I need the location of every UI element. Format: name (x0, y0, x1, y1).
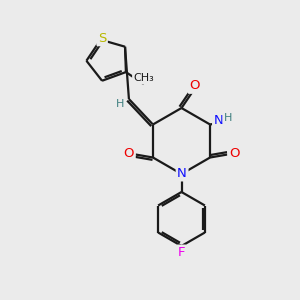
Text: H: H (116, 99, 124, 110)
Text: N: N (214, 114, 224, 128)
Text: N: N (177, 167, 187, 180)
Text: CH₃: CH₃ (134, 73, 154, 83)
Text: O: O (229, 146, 239, 160)
Text: H: H (224, 113, 232, 123)
Text: F: F (178, 246, 185, 259)
Text: S: S (98, 32, 106, 45)
Text: O: O (124, 146, 134, 160)
Text: O: O (189, 79, 200, 92)
